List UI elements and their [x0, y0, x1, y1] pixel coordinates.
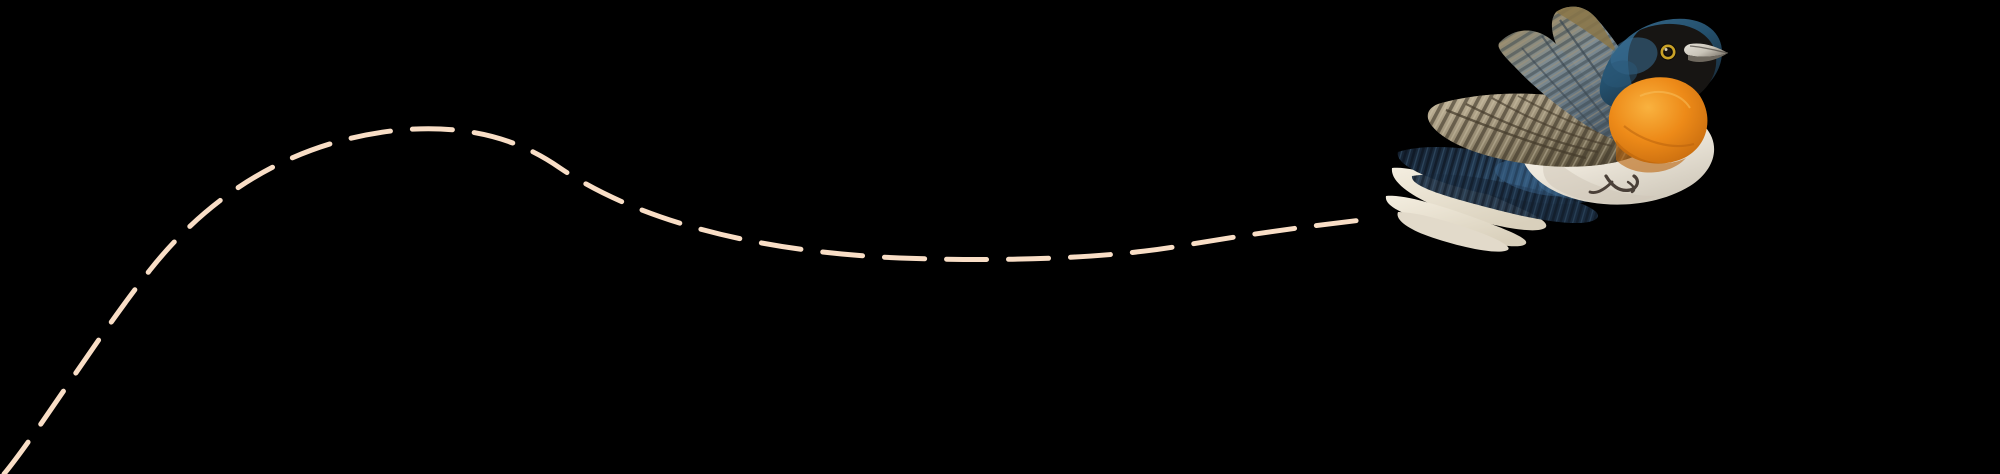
flight-path-dashed-line: [1, 126, 1365, 474]
near-wing: [1427, 93, 1657, 167]
bird-illustration: [1385, 6, 1729, 252]
beak: [1684, 43, 1729, 62]
foot-claw: [1588, 174, 1640, 194]
throat-bib: [1608, 77, 1708, 173]
eye: [1659, 43, 1677, 61]
